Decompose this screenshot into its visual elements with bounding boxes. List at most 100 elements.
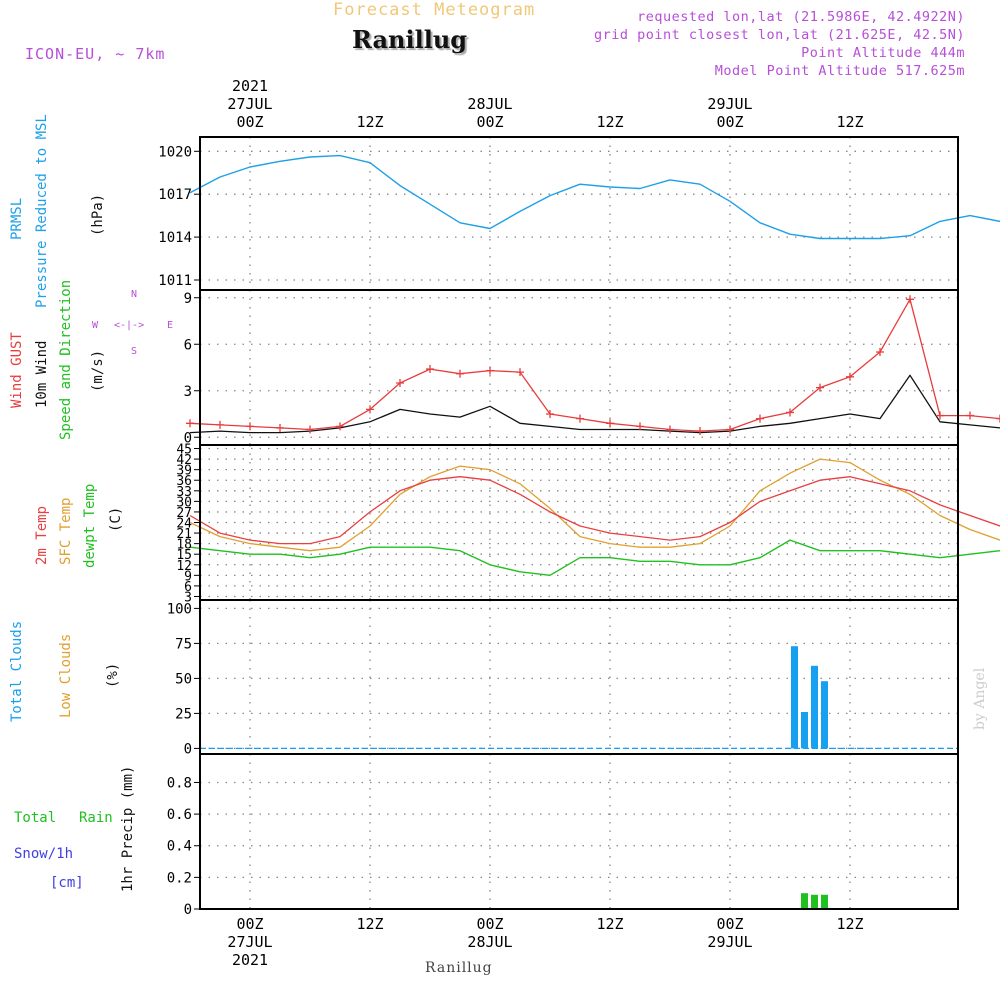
- gust-point: [606, 419, 614, 428]
- cloud-bar: [821, 681, 828, 749]
- gust-point: [636, 422, 644, 431]
- model-altitude: Model Point Altitude 517.625m: [714, 63, 965, 79]
- y-tick-label: 0: [184, 430, 192, 446]
- panel-frame-pressure: [199, 136, 959, 291]
- y-tick-label: 100: [167, 601, 192, 617]
- gust-point: [696, 427, 704, 436]
- top-time-label: 28JUL: [467, 95, 512, 113]
- gust-point: [456, 369, 464, 378]
- rain-bar: [811, 894, 818, 909]
- top-time-label: 00Z: [716, 113, 743, 131]
- y-tick-label: 75: [175, 636, 192, 652]
- y-tick-label: 25: [175, 706, 192, 722]
- gust-point: [816, 383, 824, 392]
- bottom-time-label: 00Z: [236, 915, 263, 933]
- y-tick-label: 36: [176, 474, 192, 489]
- y-tick-label: 42: [176, 453, 192, 468]
- gust-point: [306, 425, 314, 434]
- top-time-label: 27JUL: [227, 95, 272, 113]
- bottom-time-label: 12Z: [356, 915, 383, 933]
- y-tick-label: 39: [176, 464, 192, 479]
- gust-point: [846, 372, 854, 381]
- gust-point: [786, 408, 794, 417]
- requested-coords: requested lon,lat (21.5986E, 42.4922N): [637, 9, 965, 25]
- y-tick-label: 1011: [158, 273, 192, 289]
- gust-point: [246, 422, 254, 431]
- top-time-label: 12Z: [836, 113, 863, 131]
- panel-frame-precipitation: [199, 753, 959, 910]
- bottom-time-label: 29JUL: [707, 933, 752, 951]
- gust-point: [576, 414, 584, 423]
- snow-label: Snow/1h: [14, 846, 74, 862]
- gust-point: [906, 295, 914, 304]
- compass-south: S: [131, 346, 138, 357]
- product-title: Forecast Meteogram: [333, 0, 536, 20]
- gust-point: [336, 422, 344, 431]
- bottom-time-label: 12Z: [836, 915, 863, 933]
- gust-point: [936, 411, 944, 420]
- bottom-time-label: 12Z: [596, 915, 623, 933]
- y-tick-label: 6: [184, 580, 192, 595]
- gust-point: [486, 366, 494, 375]
- top-time-label: 00Z: [236, 113, 263, 131]
- gust-point: [516, 368, 524, 377]
- y-tick-label: 45: [176, 443, 192, 458]
- y-tick-label: 0.4: [167, 839, 192, 855]
- t2m-line: [189, 476, 1000, 545]
- gust-point: [966, 411, 974, 420]
- wind10-line: [189, 374, 1000, 434]
- gust-point: [426, 365, 434, 374]
- gust-point: [186, 419, 194, 428]
- station-title: Ranillug: [352, 25, 468, 54]
- rain-bar: [801, 893, 808, 909]
- model-label: ICON-EU, ~ 7km: [25, 45, 166, 63]
- y-tick-label: 3: [184, 590, 192, 605]
- top-time-label: 00Z: [476, 113, 503, 131]
- panel-frame-wind: [199, 289, 959, 446]
- compass-west: W: [92, 320, 99, 331]
- cloud-bar: [811, 665, 818, 749]
- top-time-label: 29JUL: [707, 95, 752, 113]
- y-tick-label: 50: [175, 671, 192, 687]
- y-tick-label: 18: [176, 538, 192, 553]
- y-tick-label: 12: [176, 559, 192, 574]
- compass-north: N: [131, 289, 138, 300]
- bottom-time-label: 00Z: [716, 915, 743, 933]
- compass-east: E: [167, 320, 174, 331]
- sfc-temp-line: [189, 458, 1000, 552]
- y-tick-label: 1020: [158, 144, 192, 160]
- y-tick-label: 0.6: [167, 807, 192, 823]
- y-tick-label: 1014: [158, 230, 192, 246]
- y-tick-label: 27: [176, 506, 192, 521]
- rain-label-rain: Rain: [79, 810, 113, 826]
- closest-grid-coords: grid point closest lon,lat (21.625E, 42.…: [594, 27, 965, 43]
- bottom-time-label: 27JUL: [227, 933, 272, 951]
- pressure-line: [189, 154, 1000, 240]
- y-tick-label: 33: [176, 485, 192, 500]
- y-tick-label: 24: [176, 517, 192, 532]
- panel-frame-clouds: [199, 599, 959, 755]
- snow-unit-label: [cm]: [50, 875, 84, 891]
- gust-point: [666, 425, 674, 434]
- gust-point: [726, 425, 734, 434]
- point-altitude: Point Altitude 444m: [801, 45, 965, 61]
- top-time-label: 12Z: [596, 113, 623, 131]
- panel-frame-temperature: [199, 444, 959, 601]
- gust-point: [756, 414, 764, 423]
- bottom-time-label: 00Z: [476, 915, 503, 933]
- y-tick-label: 9: [184, 291, 192, 307]
- y-tick-label: 3: [184, 384, 192, 400]
- gust-point: [396, 379, 404, 387]
- dewpt-line: [189, 539, 1000, 576]
- y-tick-label: 0.8: [167, 775, 192, 791]
- y-tick-label: 0: [184, 902, 192, 918]
- rain-label-total: Total: [14, 810, 57, 826]
- bottom-time-label: 28JUL: [467, 933, 512, 951]
- gust-point: [546, 410, 554, 418]
- y-tick-label: 30: [176, 495, 192, 510]
- bottom-time-label: 2021: [232, 951, 268, 969]
- top-time-label: 12Z: [356, 113, 383, 131]
- gust-point: [216, 420, 224, 429]
- gust-point: [876, 348, 884, 356]
